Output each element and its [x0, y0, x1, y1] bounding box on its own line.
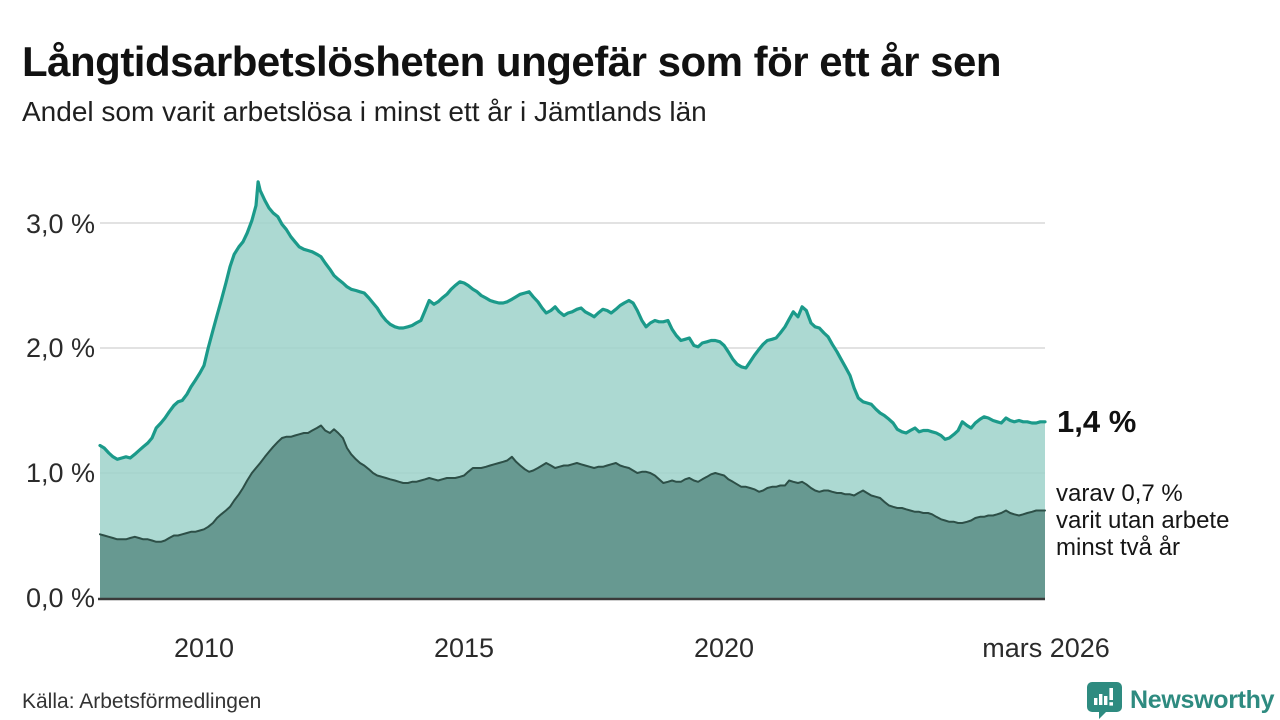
- note-line-3: minst två år: [1056, 534, 1181, 561]
- x-tick-2010: 2010: [173, 633, 235, 663]
- series2-end-value-note: varav 0,7 % varit utan arbete minst två …: [1056, 480, 1229, 561]
- newsworthy-logo-icon: [1087, 682, 1122, 719]
- y-tick-0: 0,0 %: [25, 583, 95, 613]
- logo-bar-1: [1094, 698, 1098, 705]
- newsworthy-logo: Newsworthy: [1086, 681, 1275, 719]
- note-line-1: varav 0,7 %: [1056, 480, 1183, 507]
- logo-bar-3: [1104, 696, 1108, 705]
- logo-exclamation-dot: [1109, 702, 1113, 706]
- note-line-2: varit utan arbete: [1056, 507, 1230, 534]
- logo-bar-2: [1099, 694, 1103, 705]
- chart-subtitle: Andel som varit arbetslösa i minst ett å…: [22, 96, 707, 127]
- x-tick-2015: 2015: [433, 633, 495, 663]
- line-minst-ett-ar: [98, 180, 1047, 461]
- x-tick-2020: 2020: [693, 633, 755, 663]
- newsworthy-wordmark: Newsworthy: [1130, 685, 1275, 714]
- source-credit: Källa: Arbetsförmedlingen: [22, 690, 262, 713]
- logo-exclamation-bar: [1109, 688, 1113, 700]
- area-minst-tva-ar: [100, 425, 1045, 598]
- y-tick-3: 3,0 %: [25, 209, 95, 239]
- y-tick-1: 1,0 %: [25, 458, 95, 488]
- x-tick-mars-2026: mars 2026: [982, 633, 1110, 663]
- y-tick-2: 2,0 %: [25, 333, 95, 363]
- line-minst-tva-ar: [99, 424, 1046, 543]
- series1-end-value-label: 1,4 %: [1057, 404, 1137, 439]
- page-title: Långtidsarbetslösheten ungefär som för e…: [22, 38, 1002, 86]
